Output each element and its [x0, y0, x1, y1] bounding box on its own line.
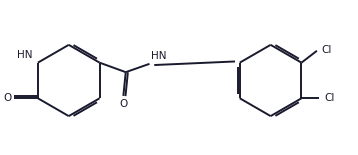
Text: Cl: Cl — [321, 45, 332, 55]
Text: Cl: Cl — [324, 93, 334, 103]
Text: HN: HN — [151, 51, 166, 62]
Text: HN: HN — [17, 50, 33, 60]
Text: O: O — [119, 100, 127, 109]
Text: O: O — [3, 93, 11, 103]
